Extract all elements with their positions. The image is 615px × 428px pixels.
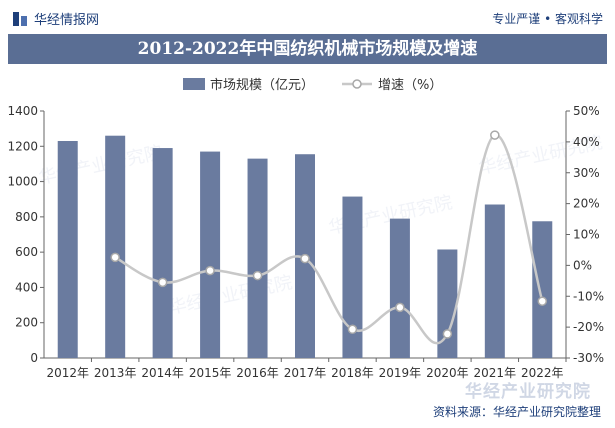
bar [532,221,553,358]
legend-label-bar: 市场规模（亿元） [210,77,314,93]
combo-chart: 华经产业研究院华经产业研究院华经产业研究院华经产业研究院020040060080… [7,77,604,380]
y-right-tick-label: -30% [573,351,604,365]
bar [200,151,221,358]
bar [389,218,410,358]
brand-name: 华经情报网 [34,13,100,28]
growth-point [205,265,215,276]
x-tick-label: 2021年 [474,366,517,380]
brand: 华经情报网 [12,9,99,28]
bar [342,196,363,358]
source-note: 资料来源：华经产业研究院整理 [432,405,601,419]
watermark-text: 华经产业研究院 [465,382,591,402]
growth-point [300,253,310,264]
y-right-tick-label: 30% [573,166,600,180]
x-tick-label: 2019年 [379,366,422,380]
x-tick-label: 2016年 [236,366,279,380]
x-tick-label: 2015年 [189,366,232,380]
growth-point [490,130,500,140]
y-left-tick-label: 800 [15,210,38,224]
y-left-tick-label: 0 [30,351,38,365]
y-left-tick-label: 1400 [7,104,38,118]
x-tick-label: 2014年 [141,366,184,380]
growth-point [252,270,263,281]
y-left-tick-label: 200 [15,316,38,330]
y-right-tick-label: 20% [573,197,600,211]
bar [484,204,505,358]
x-tick-label: 2017年 [284,366,327,380]
brand-logo-icon [12,11,28,27]
y-right-tick-label: -20% [573,320,604,334]
growth-point [157,277,168,288]
x-tick-label: 2013年 [94,366,137,380]
chart-title: 2012-2022年中国纺织机械市场规模及增速 [8,34,607,64]
x-tick-label: 2022年 [521,366,564,380]
legend-swatch-bar [183,78,205,90]
y-left-tick-label: 600 [15,245,38,259]
y-left-tick-label: 1000 [7,175,38,189]
bar [152,148,173,358]
y-right-tick-label: -10% [573,289,604,303]
y-left-tick-label: 1200 [7,139,38,153]
legend-swatch-line-marker [352,79,362,89]
y-right-tick-label: 40% [573,135,600,149]
growth-point [110,252,120,263]
top-bar: 华经情报网 专业严谨 • 客观科学 [0,0,615,34]
x-tick-label: 2018年 [331,366,374,380]
bar [105,135,126,358]
legend-label-line: 增速（%） [378,78,442,93]
watermark-text: 华经产业研究院 [37,142,165,189]
y-left-tick-label: 400 [15,280,38,294]
slogan: 专业严谨 • 客观科学 [492,12,603,26]
bar [437,249,458,358]
y-right-tick-label: 0% [573,258,592,272]
growth-point [347,324,358,335]
growth-point [442,329,453,339]
x-tick-label: 2020年 [426,366,469,380]
y-right-tick-label: 50% [573,104,600,118]
bar [57,140,78,358]
growth-point [537,296,548,306]
growth-point [395,302,405,313]
y-right-tick-label: 10% [573,228,600,242]
x-tick-label: 2012年 [46,366,89,380]
bar [247,158,268,358]
